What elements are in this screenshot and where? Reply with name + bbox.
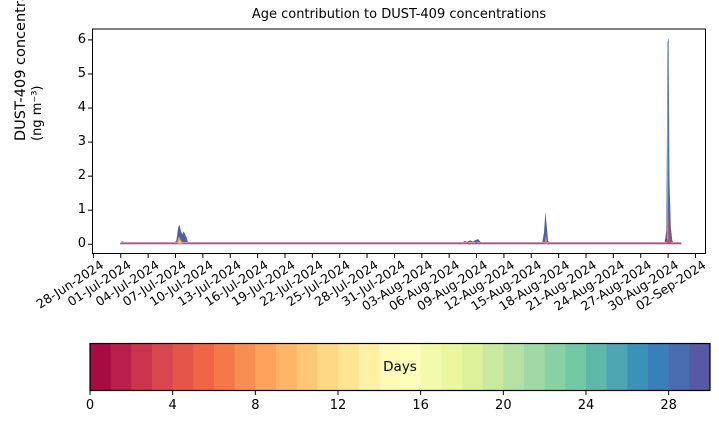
layer-young-bits-08aug-red bbox=[466, 241, 482, 244]
colorbar-tick-label: 24 bbox=[577, 397, 595, 413]
colorbar-segment bbox=[400, 343, 422, 391]
colorbar-segment bbox=[503, 343, 525, 391]
colorbar-segment bbox=[462, 343, 484, 391]
y-tick-label: 5 bbox=[77, 65, 86, 81]
colorbar-segment bbox=[565, 343, 587, 391]
y-tick-label: 4 bbox=[77, 100, 86, 116]
colorbar-segment bbox=[317, 343, 339, 391]
colorbar-segment bbox=[338, 343, 360, 391]
colorbar-segment bbox=[152, 343, 174, 391]
colorbar-segment bbox=[255, 343, 277, 391]
y-tick-label: 0 bbox=[77, 236, 86, 252]
colorbar-segment bbox=[627, 343, 649, 391]
layer-young-core-07jul-orange bbox=[176, 236, 185, 244]
colorbar-segment bbox=[90, 343, 112, 391]
colorbar-segment bbox=[296, 343, 318, 391]
colorbar-segment bbox=[689, 343, 711, 391]
y-tick-label: 2 bbox=[77, 168, 86, 184]
colorbar-segment bbox=[482, 343, 504, 391]
colorbar-tick-label: 0 bbox=[85, 397, 95, 413]
colorbar-segment bbox=[524, 343, 546, 391]
colorbar-segment bbox=[420, 343, 442, 391]
colorbar-tick-label: 20 bbox=[495, 397, 512, 413]
colorbar-segment bbox=[586, 343, 608, 391]
colorbar-tick-label: 28 bbox=[660, 397, 677, 413]
colorbar-segment bbox=[234, 343, 256, 391]
colorbar-segment bbox=[110, 343, 132, 391]
colorbar-segment bbox=[441, 343, 463, 391]
y-tick-label: 1 bbox=[77, 202, 86, 218]
colorbar-tick-label: 12 bbox=[329, 397, 347, 413]
y-tick-label: 6 bbox=[77, 31, 86, 47]
colorbar-segment bbox=[131, 343, 153, 391]
layer-young-core-07jul-yellow bbox=[178, 239, 182, 244]
colorbar-segment bbox=[276, 343, 298, 391]
colorbar-segment bbox=[648, 343, 670, 391]
colorbar-tick-label: 16 bbox=[412, 397, 429, 413]
colorbar-segment bbox=[668, 343, 690, 391]
colorbar-tick-label: 8 bbox=[251, 397, 260, 413]
colorbar-segment bbox=[379, 343, 401, 391]
axes-frame bbox=[92, 28, 706, 254]
layer-young-base-17aug-orange bbox=[544, 234, 549, 244]
chart-title: Age contribution to DUST-409 concentrati… bbox=[251, 7, 547, 22]
colorbar-label: Days bbox=[383, 359, 417, 375]
colorbar-segment bbox=[172, 343, 194, 391]
colorbar-segment bbox=[544, 343, 566, 391]
y-tick-label: 3 bbox=[77, 134, 86, 150]
colorbar-segment bbox=[358, 343, 380, 391]
colorbar-frame bbox=[89, 342, 711, 392]
layer-total-concentration-blue bbox=[119, 38, 682, 245]
colorbar-segment bbox=[606, 343, 628, 391]
colorbar-segment bbox=[214, 343, 236, 391]
colorbar-tick-label: 4 bbox=[168, 397, 177, 413]
colorbar-segment bbox=[193, 343, 215, 391]
